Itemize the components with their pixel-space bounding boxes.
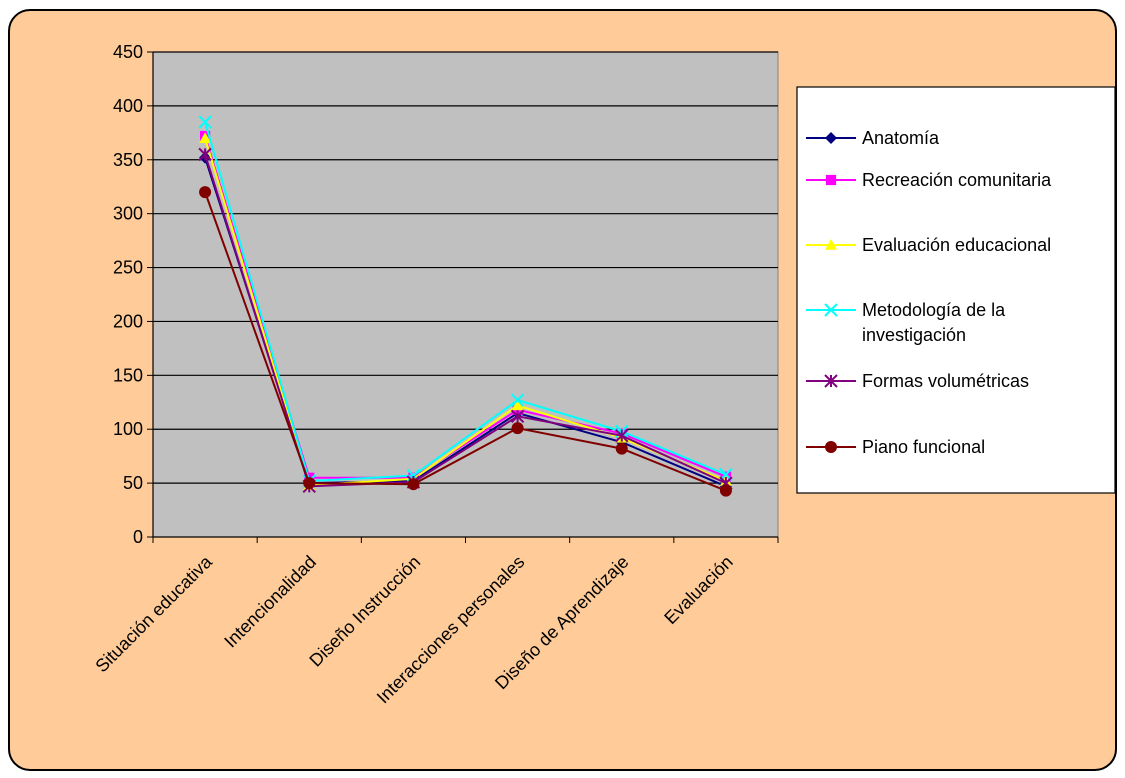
data-point [825,132,837,144]
y-tick-label: 150 [113,365,143,385]
legend-label-line: Metodología de la [862,300,1006,320]
data-point-stroke [510,393,525,407]
data-point [615,442,628,455]
data-point [825,441,837,453]
data-point [824,303,838,317]
data-point [407,478,420,491]
data-point [198,147,212,162]
data-point [199,186,212,199]
data-point-stroke [198,115,212,129]
legend-label: Formas volumétricas [862,371,1029,391]
data-point [303,477,316,490]
data-point [825,239,837,250]
x-tick-label: Diseño Instrucción [305,552,424,671]
legend-label: Recreación comunitaria [862,170,1052,190]
data-point [510,409,525,423]
series-line [204,191,727,492]
legend-item: Formas volumétricas [806,371,1029,391]
series-line [204,154,727,488]
y-tick-label: 350 [113,150,143,170]
data-point-stroke [824,303,838,317]
series-line [204,121,727,482]
legend-item: Metodología de la investigación [806,300,1006,345]
series-6 [199,186,732,497]
gridlines [153,51,778,484]
y-tick-label: 50 [123,473,143,493]
data-point [510,393,525,407]
y-tick-label: 200 [113,311,143,331]
x-tick-label: Intencionalidad [220,552,320,652]
y-tick-label: 300 [113,204,143,224]
legend-label: Anatomía [862,128,940,148]
legend-item: Piano funcional [806,437,985,457]
y-tick-label: 0 [133,527,143,547]
legend-label: Metodología de la investigación [862,300,1006,345]
legend-item: Evaluación educacional [806,235,1051,255]
series-line [204,137,727,487]
data-point [511,422,524,435]
y-tick-label: 400 [113,96,143,116]
legend-box [796,86,1116,494]
y-tick-label: 450 [113,42,143,62]
legend-label: Evaluación educacional [862,235,1051,255]
legend-label: Piano funcional [862,437,985,457]
data-point [615,428,629,443]
data-point [199,132,212,144]
legend-label-line: investigación [862,325,966,345]
y-tick-label: 250 [113,258,143,278]
legend-item: Recreación comunitaria [806,170,1052,190]
legend: Anatomía Recreación comunitaria Evaluación… [796,86,1116,494]
data-point [511,399,524,411]
x-tick-label: Evaluación [660,552,736,628]
data-point [719,484,732,497]
series-layer [198,115,733,497]
data-point [824,374,838,388]
x-tick-label: Situación educativa [91,551,216,676]
legend-item: Anatomía [806,128,940,148]
data-point [198,115,212,129]
y-tick-label: 100 [113,419,143,439]
data-point-stroke [406,468,421,483]
data-point [825,174,837,186]
